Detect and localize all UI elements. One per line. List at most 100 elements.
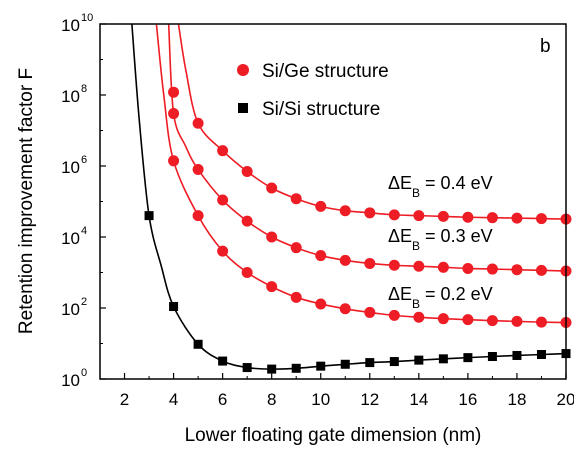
data-point [364, 207, 376, 219]
series-annotation: ΔEB = 0.3 eV [388, 226, 493, 253]
legend: Si/Ge structure Si/Si structure [237, 61, 389, 120]
data-point [217, 245, 229, 257]
series-annotation: ΔEB = 0.2 eV [388, 284, 493, 311]
y-tick-exponent: 8 [81, 83, 87, 95]
data-point [536, 349, 546, 359]
data-point [241, 165, 253, 177]
data-point [486, 212, 498, 224]
data-point [290, 193, 302, 205]
data-point [192, 210, 204, 222]
data-point [168, 86, 180, 98]
data-point [218, 356, 228, 366]
data-point [193, 339, 203, 349]
data-point [315, 298, 327, 310]
data-point [315, 200, 327, 212]
data-point [340, 359, 350, 369]
data-point [413, 311, 425, 323]
legend-label: Si/Ge structure [262, 61, 389, 82]
y-axis-title: Retention improvement factor F [16, 68, 37, 334]
data-point [437, 261, 449, 273]
data-point [192, 117, 204, 129]
data-point [217, 145, 229, 157]
data-point [365, 358, 375, 368]
data-point [266, 182, 278, 194]
data-point [414, 355, 424, 365]
y-tick-exponent: 0 [81, 367, 87, 379]
data-point [316, 361, 326, 371]
y-tick-label: 10 [61, 16, 80, 35]
x-tick-label: 4 [169, 390, 178, 409]
data-point [241, 267, 253, 278]
data-point [462, 262, 474, 274]
x-tick-label: 10 [311, 390, 330, 409]
legend-marker-square [238, 103, 248, 113]
data-point [389, 357, 399, 367]
data-point [511, 315, 523, 327]
y-tick-exponent: 2 [81, 296, 87, 308]
data-point [438, 354, 448, 364]
data-point [339, 303, 351, 315]
series-annotations: ΔEB = 0.4 eV ΔEB = 0.3 eV ΔEB = 0.2 eV [388, 173, 493, 311]
data-point [266, 231, 278, 243]
data-point [413, 210, 425, 222]
legend-label: Si/Si structure [262, 99, 380, 120]
legend-marker-circle [237, 64, 249, 76]
data-point [486, 263, 498, 275]
data-point [535, 264, 547, 276]
data-point [463, 353, 473, 363]
series-markers [144, 86, 572, 374]
data-point [462, 211, 474, 223]
data-point [291, 363, 301, 373]
x-tick-label: 16 [458, 390, 477, 409]
y-tick-label: 10 [61, 229, 80, 248]
series-annotation: ΔEB = 0.4 eV [388, 173, 493, 200]
x-tick-label: 6 [218, 390, 227, 409]
data-point [266, 281, 278, 293]
data-point [511, 212, 523, 224]
data-point [339, 205, 351, 217]
x-tick-label: 20 [557, 390, 574, 409]
data-point [486, 315, 498, 327]
y-tick-exponent: 10 [81, 12, 93, 24]
data-point [364, 257, 376, 269]
data-point [535, 316, 547, 328]
x-tick-label: 2 [120, 390, 129, 409]
y-tick-label: 10 [61, 158, 80, 177]
data-point [388, 259, 400, 271]
x-tick-label: 8 [267, 390, 276, 409]
data-point [462, 314, 474, 326]
data-point [144, 211, 154, 221]
series-line [177, 24, 566, 220]
data-point [192, 163, 204, 175]
data-point [388, 309, 400, 321]
data-point [388, 209, 400, 221]
y-tick-label: 10 [61, 87, 80, 106]
x-axis: 2 4 6 8 10 12 14 16 18 20 [120, 373, 574, 409]
data-point [267, 364, 277, 374]
data-point [437, 313, 449, 325]
x-tick-label: 14 [409, 390, 428, 409]
data-point [217, 194, 229, 206]
data-point [168, 108, 180, 120]
data-point [535, 213, 547, 225]
data-point [241, 215, 253, 227]
y-tick-exponent: 6 [81, 154, 87, 166]
data-point [364, 306, 376, 318]
panel-label: b [540, 36, 551, 57]
data-point [437, 210, 449, 222]
data-point [242, 363, 252, 373]
data-point [315, 250, 327, 262]
data-point [168, 155, 180, 167]
y-tick-exponent: 4 [81, 225, 87, 237]
x-tick-label: 18 [507, 390, 526, 409]
data-point [487, 352, 497, 362]
x-tick-label: 12 [360, 390, 379, 409]
data-point [290, 291, 302, 303]
data-point [169, 302, 179, 312]
data-point [512, 350, 522, 360]
data-point [339, 254, 351, 266]
data-point [290, 242, 302, 254]
y-tick-label: 10 [61, 300, 80, 319]
